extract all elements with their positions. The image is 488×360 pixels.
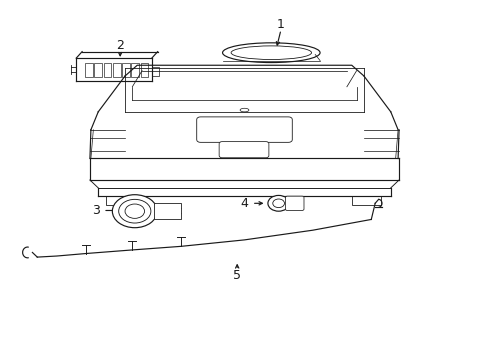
Text: 5: 5 — [233, 269, 241, 282]
Text: 1: 1 — [277, 18, 285, 31]
Text: 2: 2 — [116, 39, 124, 52]
Bar — [94, 63, 102, 77]
Bar — [351, 196, 380, 205]
FancyBboxPatch shape — [285, 196, 304, 211]
FancyBboxPatch shape — [219, 141, 268, 158]
Bar — [141, 63, 148, 77]
Circle shape — [267, 195, 289, 211]
Bar — [113, 63, 121, 77]
Text: 4: 4 — [240, 197, 248, 210]
Bar — [103, 63, 111, 77]
Circle shape — [112, 195, 157, 228]
Bar — [154, 203, 181, 219]
Circle shape — [125, 204, 144, 219]
Bar — [131, 63, 139, 77]
FancyBboxPatch shape — [196, 117, 292, 142]
Circle shape — [272, 199, 284, 208]
Text: 3: 3 — [92, 204, 100, 217]
Bar — [152, 67, 159, 76]
Bar — [105, 196, 135, 205]
Bar — [122, 63, 130, 77]
Bar — [85, 63, 93, 77]
Circle shape — [119, 199, 151, 223]
